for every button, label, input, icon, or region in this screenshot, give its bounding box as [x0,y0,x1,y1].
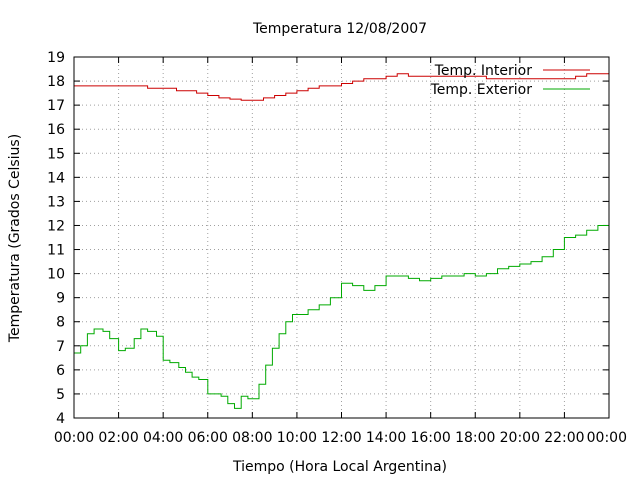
x-tick-label: 14:00 [366,430,406,446]
x-tick-label: 00:00 [587,430,627,446]
legend-label-interior: Temp. Interior [434,63,533,79]
x-tick-label: 02:00 [98,430,138,446]
series-lines [74,73,610,409]
chart-title: Temperatura 12/08/2007 [252,21,427,37]
y-tick-label: 6 [56,363,65,379]
y-tick-label: 16 [47,122,65,138]
x-tick-label: 08:00 [232,430,272,446]
y-tick-label: 4 [56,411,65,427]
x-axis-label: Tiempo (Hora Local Argentina) [232,459,447,475]
x-tick-labels: 00:00 02:00 04:00 06:00 08:00 10:00 12:00 14:00… [54,430,627,446]
legend: Temp. Interior Temp. Exterior [430,63,590,98]
y-tick-labels: 4 5 6 7 8 9 10 11 12 13 14 15 16 17 18 19 [47,50,65,427]
plot-border [73,56,610,419]
y-tick-label: 13 [47,194,65,210]
y-tick-label: 11 [47,243,65,259]
x-tick-label: 12:00 [321,430,361,446]
series-line-interior [74,73,609,101]
y-tick-label: 17 [47,98,65,114]
y-tick-label: 14 [47,170,65,186]
y-axis-label: Temperatura (Grados Celsius) [7,134,23,343]
x-tick-label: 04:00 [143,430,183,446]
legend-label-exterior: Temp. Exterior [430,82,533,98]
x-tick-label: 10:00 [277,430,317,446]
x-tick-label: 16:00 [410,430,450,446]
y-tick-label: 10 [47,267,65,283]
y-tick-label: 9 [56,291,65,307]
x-tick-label: 00:00 [54,430,94,446]
y-tick-label: 8 [56,315,65,331]
y-tick-label: 12 [47,218,65,234]
y-tick-label: 19 [47,50,65,66]
x-tick-label: 22:00 [544,430,584,446]
y-tick-label: 15 [47,146,65,162]
series-line-exterior [74,211,610,409]
y-tick-label: 18 [47,74,65,90]
x-tick-label: 20:00 [500,430,540,446]
x-tick-label: 06:00 [188,430,228,446]
y-tick-label: 5 [56,387,65,403]
x-tick-label: 18:00 [455,430,495,446]
grid-lines [74,57,609,418]
y-tick-label: 7 [56,339,65,355]
